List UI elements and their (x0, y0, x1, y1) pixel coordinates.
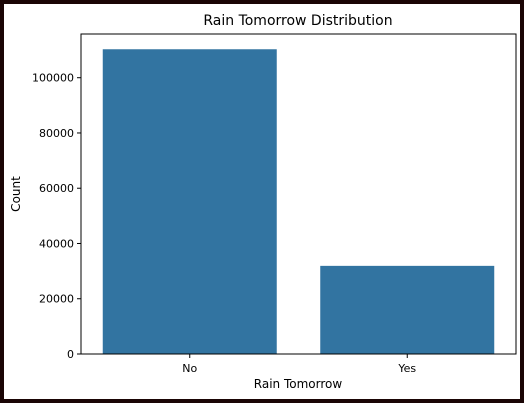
y-tick-label: 80000 (39, 127, 74, 140)
chart-figure: Rain Tomorrow Distribution 0 20000 40000 60… (4, 4, 520, 399)
x-axis-label: Rain Tomorrow (254, 377, 343, 391)
plot-frame (80, 33, 517, 355)
y-axis-label: Count (9, 176, 23, 212)
bar-chart: Rain Tomorrow Distribution 0 20000 40000 60… (9, 13, 517, 391)
x-tick-label: Yes (397, 362, 416, 375)
x-tick-label: No (182, 362, 197, 375)
y-tick-label: 20000 (39, 293, 74, 306)
y-tick-label: 40000 (39, 237, 74, 250)
y-tick-label: 100000 (32, 72, 74, 85)
chart-title: Rain Tomorrow Distribution (203, 13, 392, 29)
x-ticks-group: No Yes (182, 354, 416, 375)
bar-yes (320, 265, 495, 354)
y-tick-label: 60000 (39, 182, 74, 195)
bars-group (102, 49, 495, 354)
y-ticks-group: 0 20000 40000 60000 80000 100000 (32, 72, 81, 361)
y-tick-label: 0 (67, 348, 74, 361)
bar-no (102, 49, 277, 354)
